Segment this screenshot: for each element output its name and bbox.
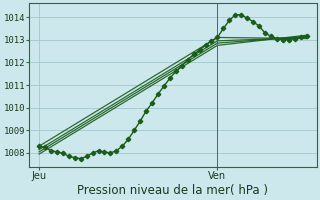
X-axis label: Pression niveau de la mer( hPa ): Pression niveau de la mer( hPa ) [77, 184, 268, 197]
